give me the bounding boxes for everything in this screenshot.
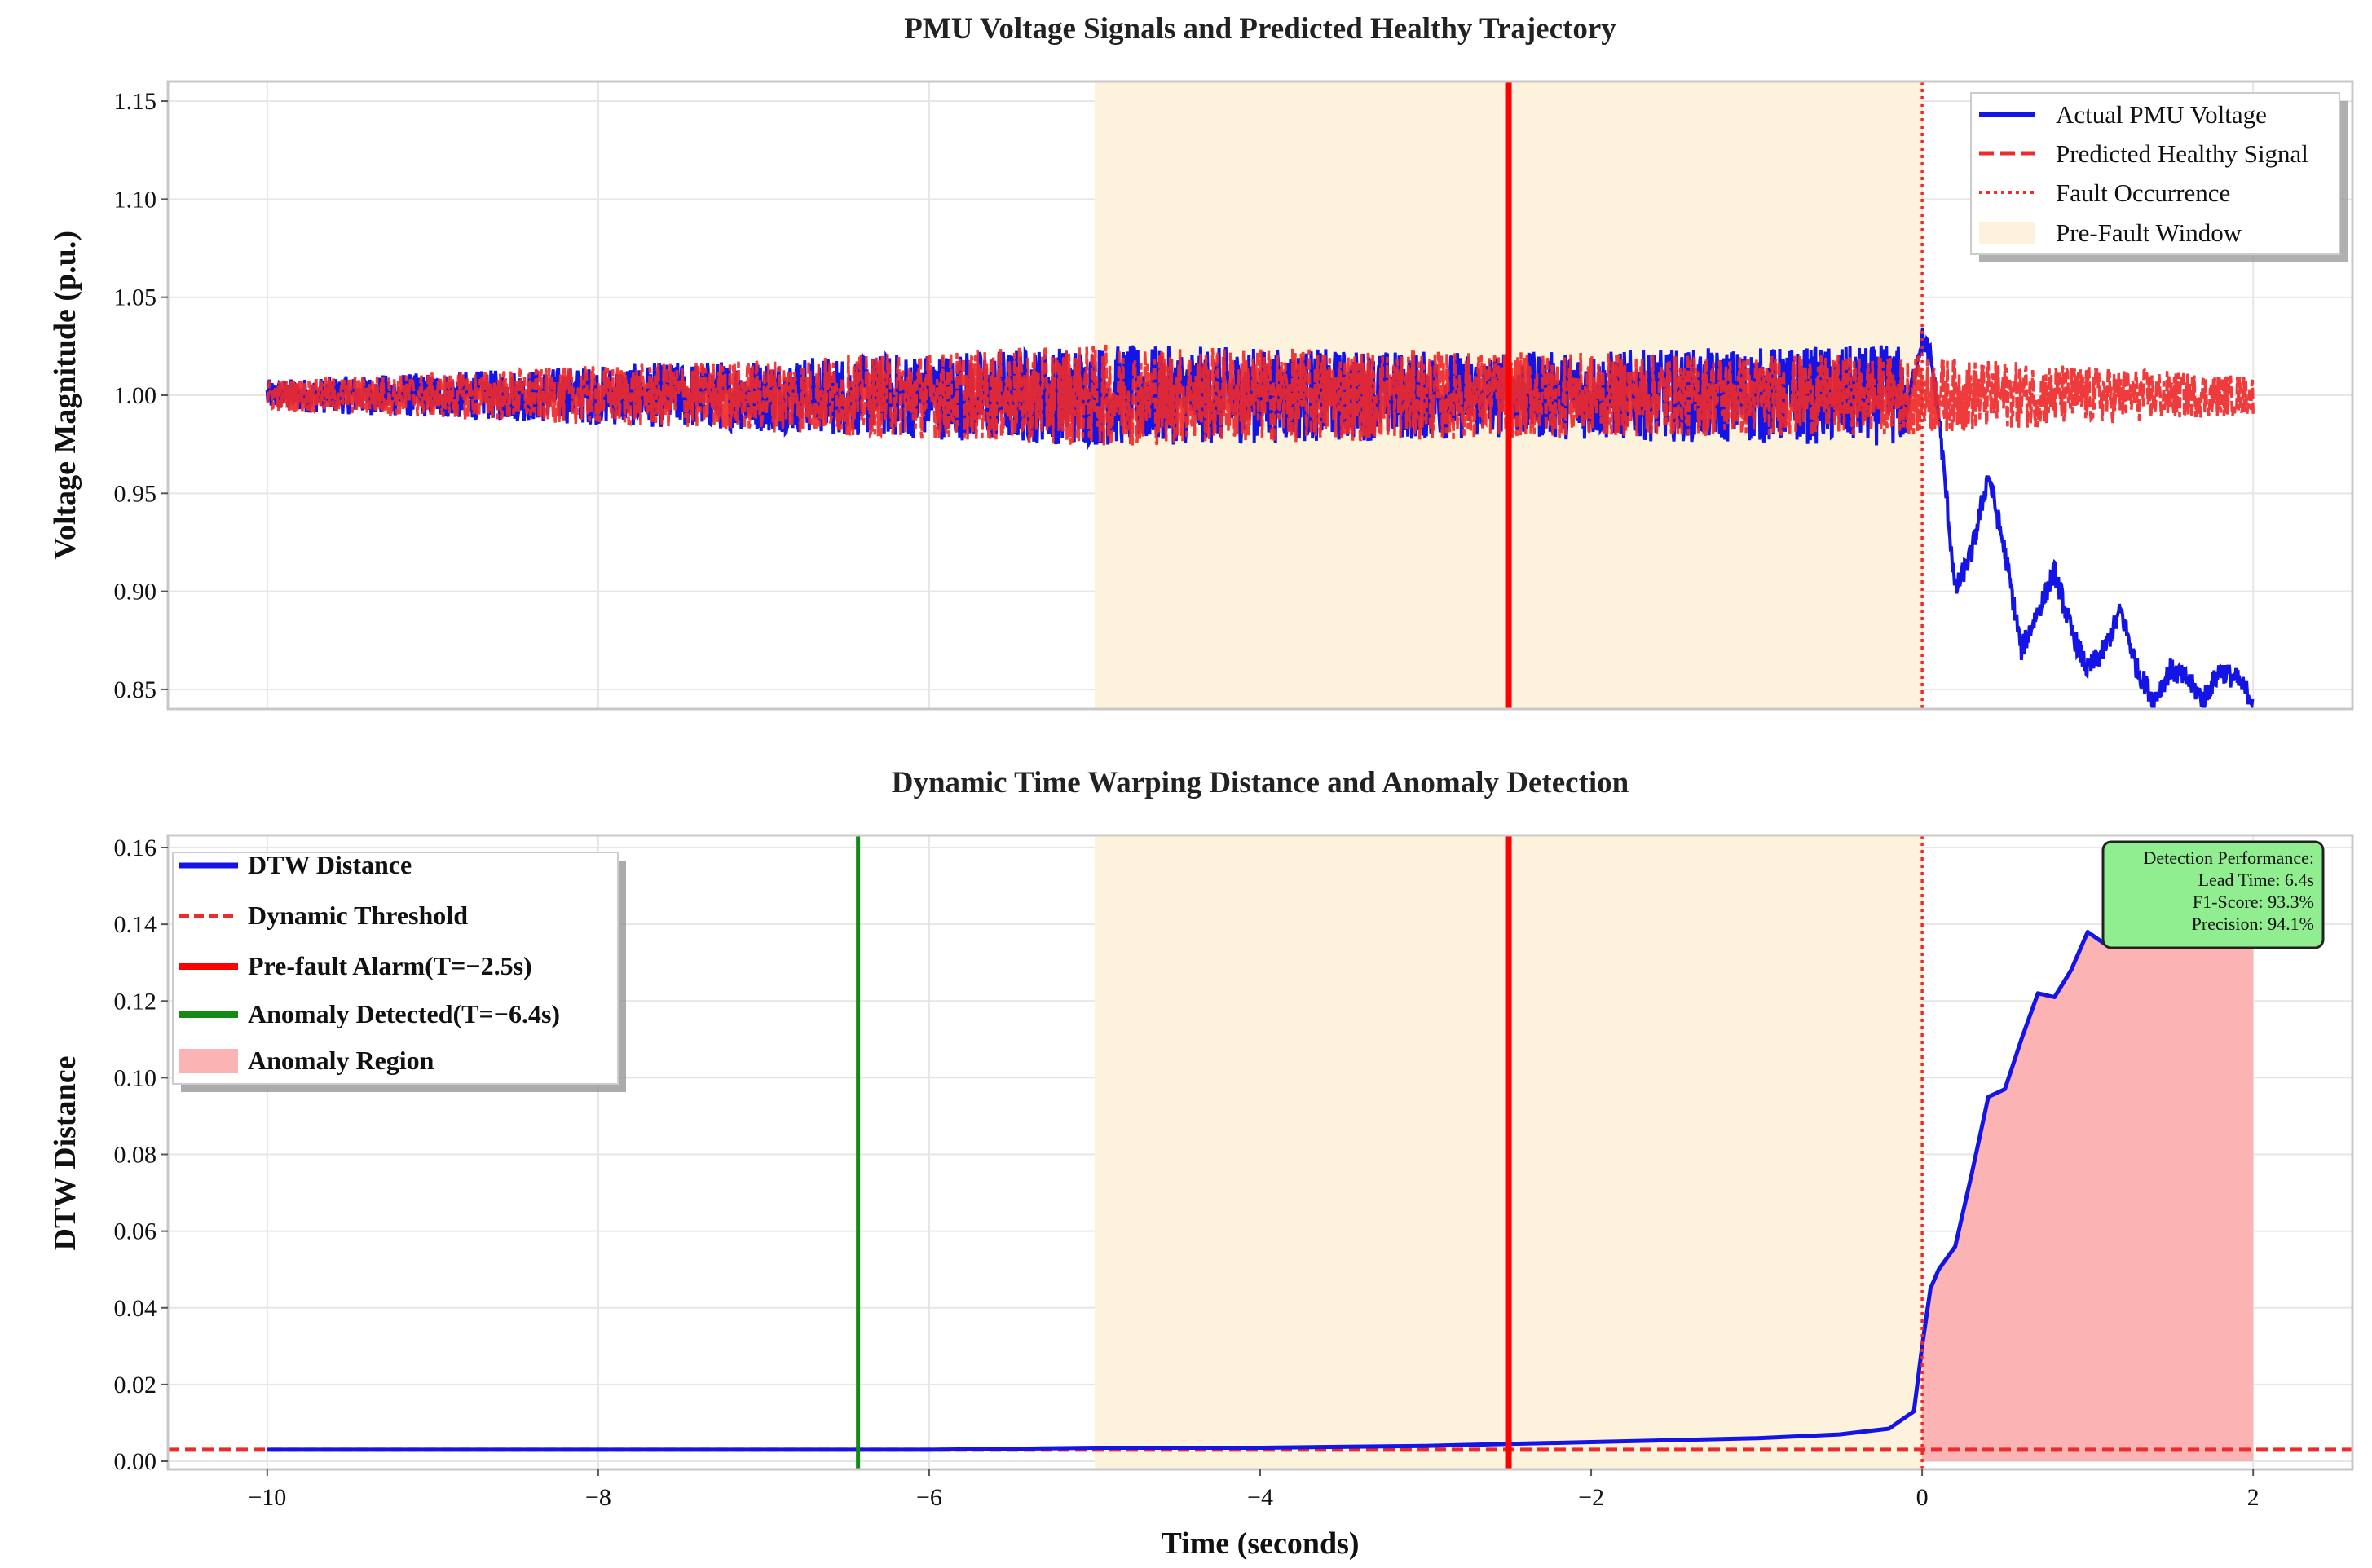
bottom-y-tick-label: 0.16: [114, 835, 157, 861]
performance-box: Detection Performance: Lead Time: 6.4s F…: [2101, 840, 2325, 949]
performance-line-2: Lead Time: 6.4s: [2198, 870, 2314, 890]
bottom-chart-title: Dynamic Time Warping Distance and Anomal…: [892, 766, 1629, 799]
bottom-legend-item-anomaly: Anomaly Detected(T=−6.4s): [179, 999, 560, 1028]
svg-text:Predicted Healthy Signal: Predicted Healthy Signal: [2056, 139, 2308, 168]
bottom-legend: DTW Distance Dynamic Threshold Pre-fault…: [172, 850, 626, 1092]
dtw-chart: Dynamic Time Warping Distance and Anomal…: [48, 766, 2354, 1561]
bottom-y-tick-label: 0.10: [114, 1064, 157, 1091]
x-tick-label: −2: [1578, 1484, 1604, 1511]
top-y-axis-label: Voltage Magnitude (p.u.): [48, 231, 82, 560]
top-y-ticks: 0.85 0.90 0.95 1.00 1.05 1.10 1.15: [114, 88, 168, 703]
bottom-y-ticks: 0.00 0.02 0.04 0.06 0.08 0.10 0.12 0.14 0.16: [114, 835, 168, 1475]
top-chart-title: PMU Voltage Signals and Predicted Health…: [904, 12, 1616, 46]
performance-line-4: Precision: 94.1%: [2192, 914, 2314, 934]
bottom-y-tick-label: 0.08: [114, 1142, 157, 1169]
top-y-tick-label: 0.85: [114, 676, 157, 703]
voltage-chart: PMU Voltage Signals and Predicted Health…: [48, 12, 2354, 711]
top-y-tick-label: 0.90: [114, 579, 157, 606]
svg-text:Anomaly Detected(T=−6.4s): Anomaly Detected(T=−6.4s): [248, 999, 560, 1028]
x-tick-label: 2: [2247, 1484, 2260, 1511]
bottom-legend-item-dtw: DTW Distance: [179, 850, 412, 879]
top-legend: Actual PMU Voltage Predicted Healthy Sig…: [1970, 92, 2348, 262]
top-y-tick-label: 0.95: [114, 480, 157, 507]
x-tick-label: −10: [248, 1484, 286, 1511]
top-vertical-markers: [1505, 81, 1924, 709]
top-legend-item-actual: Actual PMU Voltage: [1979, 100, 2267, 129]
svg-text:Anomaly Region: Anomaly Region: [248, 1046, 434, 1075]
anomaly-region-fill: [1922, 893, 2254, 1461]
bottom-y-tick-label: 0.06: [114, 1218, 157, 1245]
x-tick-label: 0: [1916, 1484, 1929, 1511]
svg-text:DTW Distance: DTW Distance: [248, 850, 412, 879]
svg-text:Dynamic Threshold: Dynamic Threshold: [248, 901, 468, 930]
svg-text:Pre-Fault Window: Pre-Fault Window: [2056, 218, 2242, 247]
bottom-vertical-markers: [856, 835, 1924, 1469]
top-legend-item-fault: Fault Occurrence: [1979, 178, 2230, 207]
bottom-legend-item-threshold: Dynamic Threshold: [179, 901, 468, 930]
x-tick-label: −6: [916, 1484, 942, 1511]
svg-text:Pre-fault Alarm(T=−2.5s): Pre-fault Alarm(T=−2.5s): [248, 951, 532, 980]
performance-line-1: Detection Performance:: [2143, 848, 2314, 868]
top-y-tick-label: 1.05: [114, 284, 157, 311]
top-legend-item-predicted: Predicted Healthy Signal: [1979, 139, 2308, 168]
performance-line-3: F1-Score: 93.3%: [2193, 892, 2314, 912]
svg-text:Fault Occurrence: Fault Occurrence: [2056, 178, 2230, 207]
x-tick-label: −4: [1247, 1484, 1273, 1511]
bottom-y-axis-label: DTW Distance: [48, 1056, 82, 1251]
anomaly-region: [1922, 893, 2254, 1461]
top-legend-item-window: Pre-Fault Window: [1979, 218, 2242, 247]
bottom-legend-item-region: Anomaly Region: [179, 1046, 434, 1075]
svg-text:Actual PMU Voltage: Actual PMU Voltage: [2056, 100, 2267, 129]
x-tick-label: −8: [585, 1484, 611, 1511]
bottom-y-tick-label: 0.02: [114, 1372, 157, 1398]
bottom-y-tick-label: 0.14: [114, 911, 157, 938]
bottom-y-tick-label: 0.00: [114, 1448, 157, 1475]
top-y-tick-label: 1.00: [114, 382, 157, 409]
x-axis-label: Time (seconds): [1161, 1526, 1359, 1561]
bottom-y-tick-label: 0.04: [114, 1295, 157, 1322]
bottom-legend-item-alarm: Pre-fault Alarm(T=−2.5s): [179, 951, 532, 980]
top-y-tick-label: 1.15: [114, 88, 157, 115]
bottom-x-ticks: −10 −8 −6 −4 −2 0 2: [248, 1469, 2260, 1511]
bottom-y-tick-label: 0.12: [114, 988, 157, 1015]
top-y-tick-label: 1.10: [114, 186, 157, 213]
